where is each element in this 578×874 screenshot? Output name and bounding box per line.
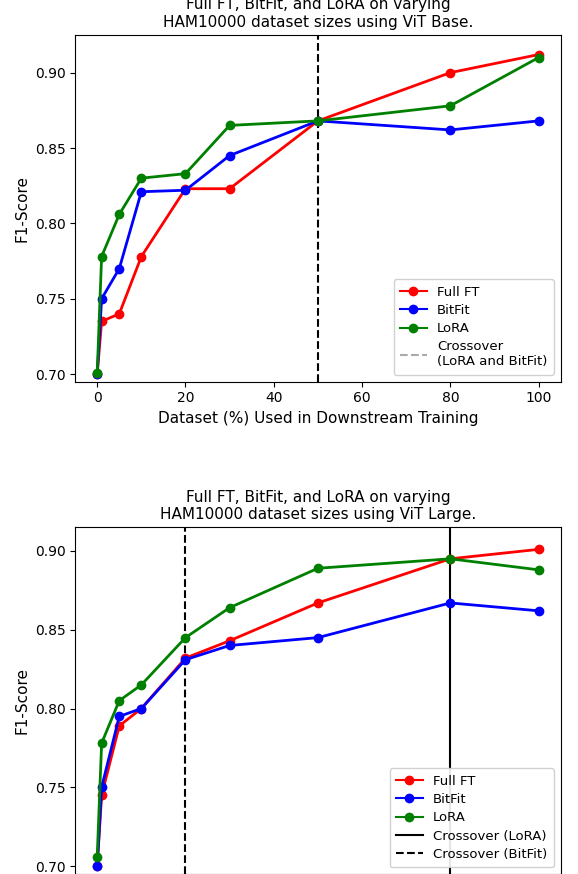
Title: Full FT, BitFit, and LoRA on varying
HAM10000 dataset sizes using ViT Base.: Full FT, BitFit, and LoRA on varying HAM… — [163, 0, 473, 30]
Y-axis label: F1-Score: F1-Score — [14, 667, 29, 734]
X-axis label: Dataset (%) Used in Downstream Training: Dataset (%) Used in Downstream Training — [158, 411, 478, 426]
Y-axis label: F1-Score: F1-Score — [14, 175, 29, 242]
Legend: Full FT, BitFit, LoRA, Crossover
(LoRA and BitFit): Full FT, BitFit, LoRA, Crossover (LoRA a… — [394, 279, 554, 375]
Legend: Full FT, BitFit, LoRA, Crossover (LoRA), Crossover (BitFit): Full FT, BitFit, LoRA, Crossover (LoRA),… — [390, 768, 554, 867]
Title: Full FT, BitFit, and LoRA on varying
HAM10000 dataset sizes using ViT Large.: Full FT, BitFit, and LoRA on varying HAM… — [160, 489, 476, 522]
